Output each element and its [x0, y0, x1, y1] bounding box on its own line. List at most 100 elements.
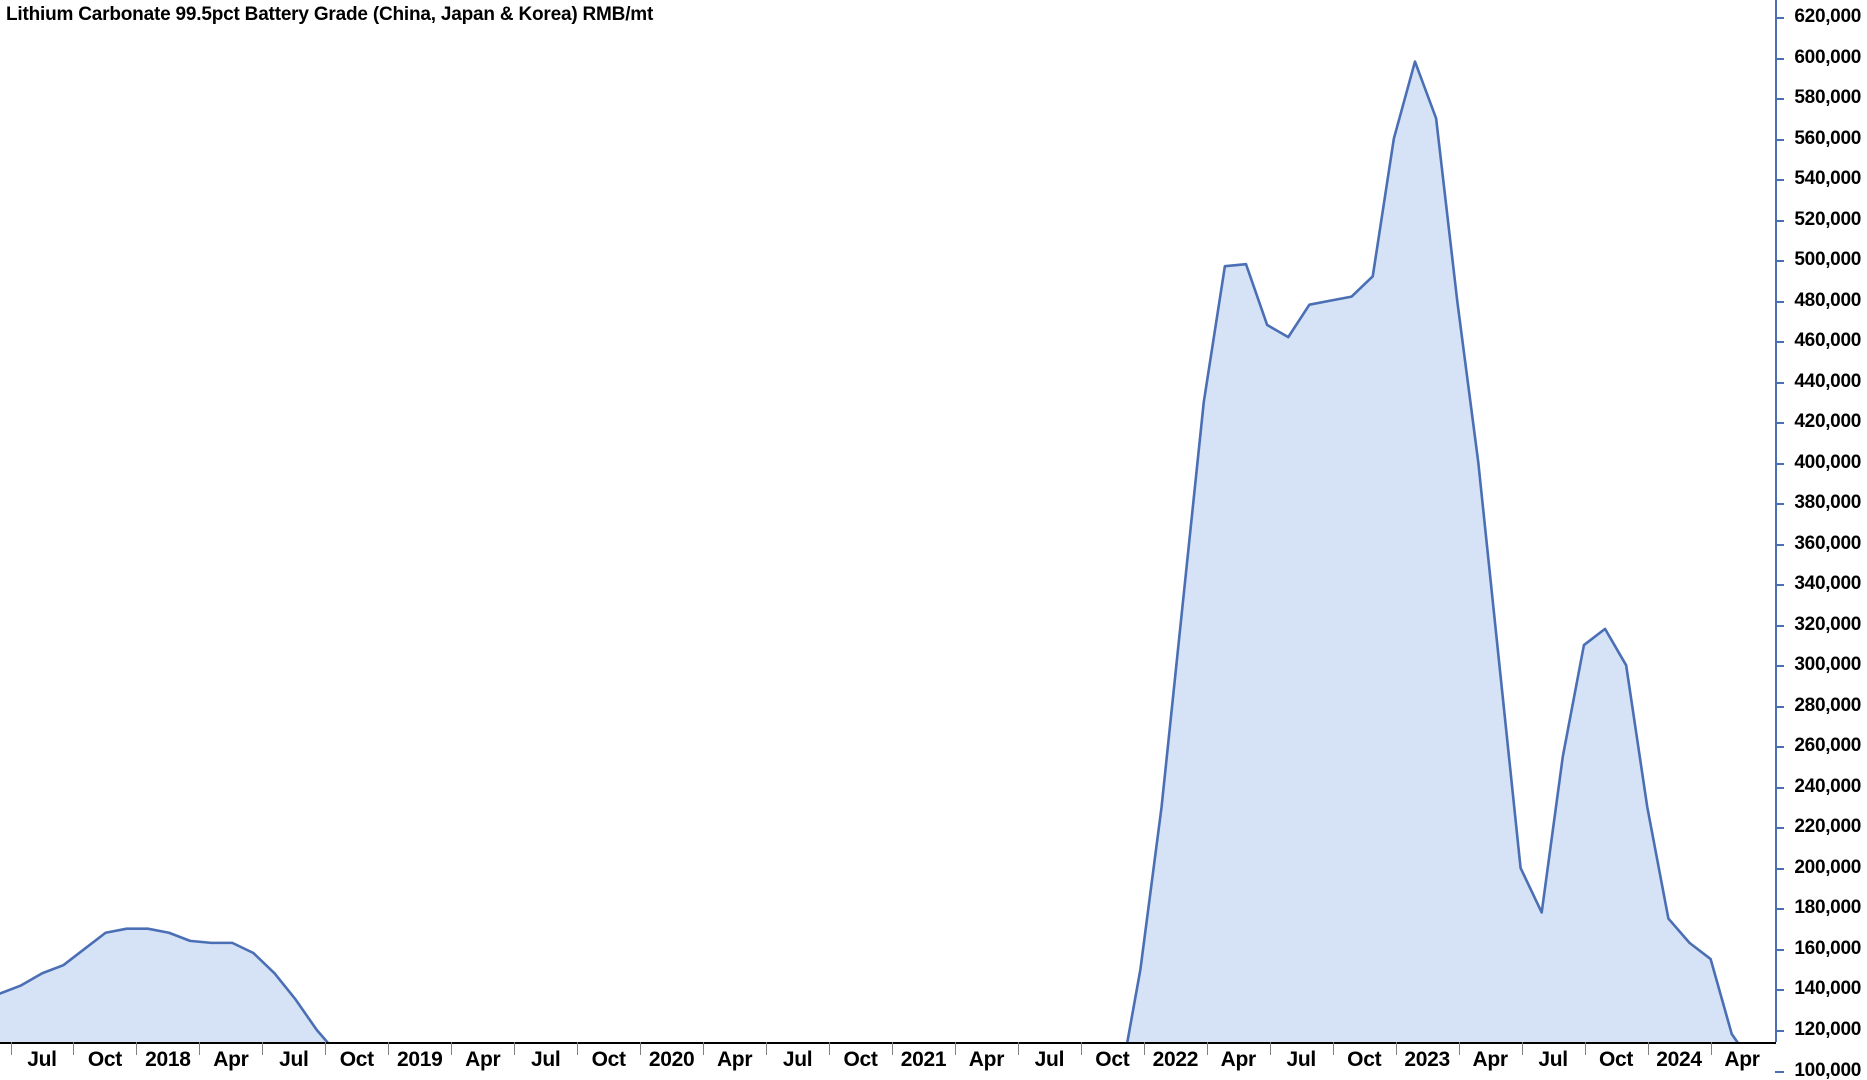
y-axis-tick-mark — [1775, 827, 1784, 830]
x-axis-tick-label: 2020 — [648, 1048, 695, 1071]
y-axis-tick-label: 600,000 — [1794, 46, 1861, 68]
y-axis-tick-mark — [1775, 138, 1784, 141]
area-chart-svg — [0, 60, 1739, 1042]
y-axis-tick-label: 620,000 — [1794, 6, 1861, 27]
x-axis-tick-label: 2024 — [1656, 1048, 1702, 1071]
y-axis-tick-mark — [1775, 1030, 1784, 1032]
y-axis-tick-mark — [1775, 98, 1784, 101]
x-axis-tick-mark — [640, 1042, 642, 1055]
x-axis-tick-mark — [73, 1042, 75, 1055]
x-axis: Jul Oct 2018 Apr Jul Oct 2019 Apr Jul Oct 2020 Apr J… — [0, 1042, 1867, 1080]
page-title: Lithium Carbonate 99.5pct Battery Grade … — [6, 4, 654, 25]
x-axis-tick-mark — [766, 1042, 768, 1055]
x-axis-tick-label: Jul — [279, 1048, 309, 1071]
y-axis-tick-mark — [1775, 989, 1784, 992]
x-axis-tick-label: Jul — [782, 1048, 813, 1071]
x-axis-tick-label: Apr — [213, 1048, 249, 1071]
x-axis-tick-mark — [325, 1042, 327, 1055]
y-axis-tick-mark — [1775, 786, 1784, 789]
x-axis-tick-label: Apr — [465, 1048, 501, 1071]
y-axis-tick-label: 440,000 — [1794, 370, 1861, 392]
x-axis-tick-mark — [1458, 1042, 1460, 1055]
y-axis-tick-label: 420,000 — [1794, 411, 1861, 433]
y-axis-tick-label: 400,000 — [1794, 451, 1861, 473]
x-axis-tick-label: Oct — [1599, 1048, 1634, 1071]
x-axis-tick-label: Jul — [1286, 1048, 1317, 1071]
y-axis-tick-mark — [1775, 1070, 1784, 1073]
x-axis-tick-label: Apr — [968, 1048, 1005, 1071]
y-axis-tick-label: 320,000 — [1794, 613, 1861, 635]
x-axis-tick-mark — [262, 1042, 264, 1055]
y-axis-tick-label: 500,000 — [1794, 249, 1861, 271]
y-axis-tick-mark — [1775, 462, 1784, 465]
plot-area — [0, 60, 1739, 1042]
y-axis-tick-label: 540,000 — [1794, 168, 1861, 190]
x-axis-tick-mark — [1017, 1042, 1019, 1055]
y-axis-tick-mark — [1775, 665, 1784, 668]
y-axis-tick-mark — [1775, 260, 1784, 263]
y-axis-tick-mark — [1775, 867, 1784, 870]
y-axis-tick-mark — [1775, 17, 1784, 19]
y-axis-tick-mark — [1775, 57, 1784, 60]
x-axis-tick-mark — [1269, 1042, 1271, 1055]
y-axis-tick-label: 580,000 — [1794, 87, 1861, 109]
x-axis-tick-mark — [892, 1042, 893, 1055]
y-axis-tick-mark — [1775, 341, 1784, 344]
x-axis-tick-label: Apr — [1472, 1048, 1509, 1071]
x-axis-tick-label: Oct — [1095, 1048, 1130, 1071]
x-axis-tick-mark — [451, 1042, 453, 1055]
y-axis-tick-label: 140,000 — [1794, 978, 1861, 1000]
y-axis-tick-mark — [1775, 584, 1784, 587]
y-axis-tick-mark — [1775, 705, 1784, 708]
x-axis-tick-label: Oct — [1347, 1048, 1382, 1071]
y-axis-tick-label: 260,000 — [1794, 735, 1861, 757]
x-axis-tick-label: Apr — [1220, 1048, 1257, 1071]
x-axis-tick-label: Jul — [1034, 1048, 1065, 1071]
x-axis-tick-mark — [1080, 1042, 1082, 1055]
series-line — [0, 60, 1739, 1042]
y-axis-tick-label: 200,000 — [1794, 856, 1861, 878]
x-axis-tick-label: Jul — [530, 1048, 561, 1071]
y-axis-tick-label: 460,000 — [1794, 330, 1861, 352]
y-axis-tick-mark — [1775, 219, 1784, 222]
x-axis-tick-mark — [10, 1042, 12, 1055]
x-axis-tick-label: Oct — [339, 1048, 374, 1071]
x-axis-tick-mark — [1395, 1042, 1397, 1055]
x-axis-tick-label: 2021 — [900, 1048, 947, 1071]
y-axis-tick-label: 300,000 — [1794, 654, 1861, 676]
y-axis-tick-label: 520,000 — [1794, 208, 1861, 230]
x-axis-tick-mark — [388, 1042, 390, 1055]
x-axis-tick-label: 2023 — [1404, 1048, 1450, 1071]
y-axis-tick-label: 280,000 — [1794, 694, 1861, 716]
y-axis-tick-label: 100,000 — [1794, 1059, 1861, 1080]
x-axis-tick-mark — [1710, 1042, 1712, 1055]
y-axis-tick-mark — [1775, 503, 1784, 506]
x-axis-tick-label: 2022 — [1152, 1048, 1199, 1071]
x-axis-tick-mark — [1584, 1042, 1586, 1055]
x-axis-tick-label: Apr — [1724, 1048, 1760, 1071]
y-axis: 620,000 600,000 580,000 560,000 540,000 520,0… — [1775, 0, 1867, 1080]
x-axis-tick-label: Apr — [716, 1048, 753, 1071]
x-axis-tick-label: Oct — [87, 1048, 123, 1071]
y-axis-tick-label: 360,000 — [1794, 532, 1861, 554]
y-axis-tick-label: 180,000 — [1794, 897, 1861, 919]
y-axis-tick-mark — [1775, 543, 1784, 546]
y-axis-tick-label: 560,000 — [1794, 127, 1861, 149]
x-axis-tick-mark — [1206, 1042, 1208, 1055]
x-axis-tick-label: Jul — [27, 1048, 57, 1071]
x-axis-line — [0, 1042, 1776, 1044]
x-axis-tick-mark — [577, 1042, 579, 1055]
y-axis-tick-mark — [1775, 908, 1784, 911]
y-axis-tick-mark — [1775, 422, 1784, 425]
y-axis-tick-mark — [1775, 179, 1784, 182]
x-axis-tick-mark — [1647, 1042, 1649, 1055]
x-axis-tick-mark — [136, 1042, 138, 1055]
y-axis-tick-label: 120,000 — [1794, 1019, 1861, 1040]
x-axis-tick-mark — [1332, 1042, 1334, 1055]
x-axis-tick-mark — [199, 1042, 201, 1055]
y-axis-tick-label: 340,000 — [1794, 573, 1861, 595]
x-axis-tick-mark — [1143, 1042, 1145, 1055]
y-axis-tick-label: 160,000 — [1794, 937, 1861, 959]
y-axis-tick-mark — [1775, 948, 1784, 951]
